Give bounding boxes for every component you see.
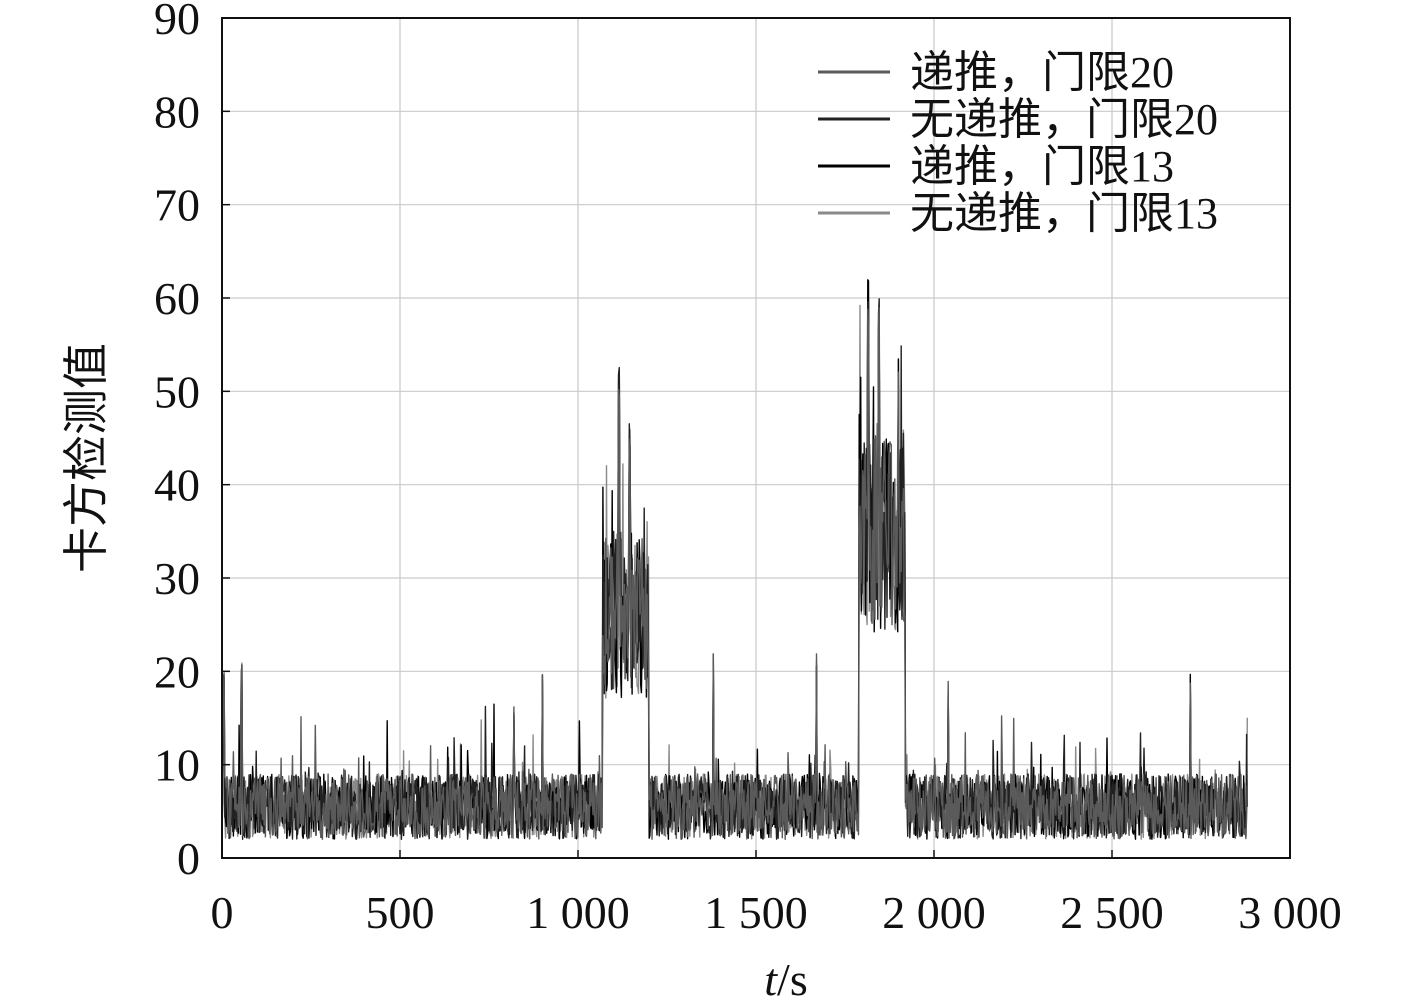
legend-label: 递推，门限20	[910, 48, 1174, 97]
x-tick-label: 1 000	[526, 887, 630, 938]
series-line	[221, 279, 1248, 840]
x-tick-label: 3 000	[1238, 887, 1342, 938]
legend-label: 递推，门限13	[910, 142, 1174, 191]
x-axis-ticks: 0 500 1 000 1 500 2 000 2 500 3 000	[211, 850, 1342, 938]
y-tick-label: 20	[154, 646, 200, 697]
y-tick-label: 0	[177, 833, 200, 884]
series-line	[221, 299, 1248, 840]
x-tick-label: 1 500	[704, 887, 808, 938]
series-line	[221, 298, 1248, 840]
x-tick-label: 500	[366, 887, 435, 938]
y-tick-label: 30	[154, 553, 200, 604]
x-tick-label: 0	[211, 887, 234, 938]
y-tick-label: 80	[154, 86, 200, 137]
x-axis-title-italic: t	[764, 954, 778, 1004]
y-tick-label: 10	[154, 740, 200, 791]
series-lines	[221, 279, 1248, 840]
series-line	[221, 307, 1248, 840]
y-tick-label: 50	[154, 366, 200, 417]
legend-label: 无递推，门限13	[910, 189, 1218, 238]
y-axis-title: 卡方检测值	[61, 343, 112, 573]
y-tick-label: 90	[154, 0, 200, 44]
x-axis-title-unit: /s	[777, 954, 808, 1004]
x-tick-label: 2 500	[1060, 887, 1164, 938]
y-tick-label: 40	[154, 460, 200, 511]
legend-label: 无递推，门限20	[910, 95, 1218, 144]
x-tick-label: 2 000	[882, 887, 986, 938]
y-axis-ticks: 0 10 20 30 40 50 60 70 80 90	[154, 0, 230, 884]
y-tick-label: 60	[154, 273, 200, 324]
x-axis-title: t/s	[764, 954, 807, 1004]
y-tick-label: 70	[154, 180, 200, 231]
